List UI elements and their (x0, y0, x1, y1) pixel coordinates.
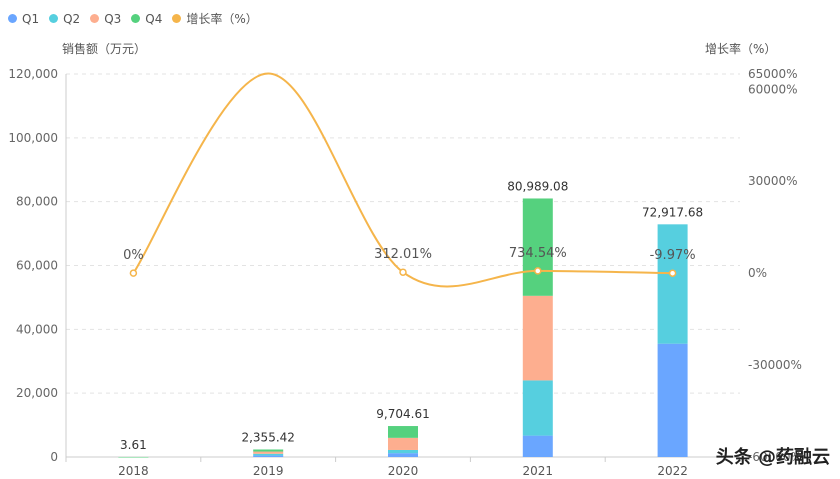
legend-label-q3: Q3 (104, 11, 122, 26)
y-tick-label: 20,000 (16, 386, 58, 400)
bar-segment (522, 295, 553, 381)
bar-segment (388, 437, 418, 450)
growth-label: 0% (123, 248, 144, 263)
legend-item-q3[interactable]: Q3 (90, 12, 121, 26)
y2-tick-label: -60000% (748, 450, 802, 464)
bar-segment (253, 455, 284, 457)
y-tick-label: 60,000 (16, 259, 58, 273)
legend-label-q2: Q2 (63, 11, 81, 26)
bar-segment (388, 453, 418, 457)
bar-segment (522, 198, 553, 296)
bar-segment (522, 380, 553, 436)
growth-point (399, 268, 407, 276)
y2-tick-label: 65000% (748, 67, 798, 81)
growth-label: 312.01% (374, 247, 432, 262)
growth-point (129, 269, 138, 277)
legend-marker-growth (172, 14, 182, 23)
y2-tick-label: 60000% (748, 82, 798, 96)
growth-label: -9.97% (650, 248, 696, 263)
bar-segment (253, 449, 284, 452)
y2-axis-title: 增长率（%） (705, 42, 777, 56)
y-tick-label: 0 (50, 450, 58, 464)
y2-tick-label: 30000% (748, 174, 798, 188)
bar-segment (657, 343, 688, 457)
growth-point (668, 269, 677, 277)
bar-segment (388, 426, 418, 438)
growth-point (534, 267, 542, 275)
legend: Q1 Q2 Q3 Q4 增长率（%） (8, 10, 258, 27)
x-tick-label: 2021 (523, 464, 554, 478)
bar-total-label: 80,989.08 (507, 179, 568, 193)
legend-marker-q1 (8, 14, 17, 23)
y-tick-label: 100,000 (8, 131, 58, 145)
y-tick-label: 120,000 (8, 67, 58, 81)
legend-item-q4[interactable]: Q4 (131, 12, 162, 26)
y-tick-label: 40,000 (16, 322, 58, 336)
bar-segment (522, 435, 553, 457)
bar-segment (388, 449, 418, 454)
legend-item-q1[interactable]: Q1 (8, 12, 39, 26)
bar-segment (657, 224, 688, 344)
bar-total-label: 2,355.42 (241, 430, 294, 444)
x-tick-label: 2019 (253, 464, 284, 478)
bar-total-label: 72,917.68 (642, 205, 703, 219)
watermark: 头条 @药融云 (715, 447, 830, 468)
legend-item-growth[interactable]: 增长率（%） (172, 10, 258, 27)
legend-label-q1: Q1 (22, 11, 40, 26)
y-axis-title: 销售额（万元） (62, 42, 147, 56)
x-tick-label: 2022 (657, 464, 688, 478)
growth-label: 734.54% (509, 246, 567, 261)
legend-label-growth: 增长率（%） (186, 12, 258, 26)
y2-tick-label: 0% (748, 266, 767, 280)
legend-item-q2[interactable]: Q2 (49, 12, 80, 26)
legend-marker-q4 (131, 14, 141, 23)
legend-marker-q3 (90, 14, 100, 23)
bar-segment (253, 451, 284, 454)
bar-segment (253, 453, 284, 456)
legend-marker-q2 (49, 14, 59, 23)
growth-line (132, 72, 673, 288)
x-tick-label: 2020 (388, 464, 419, 478)
bar-total-label: 3.61 (120, 438, 147, 452)
y2-tick-label: -30000% (748, 358, 802, 372)
y-tick-label: 80,000 (16, 195, 58, 209)
bar-segment (118, 456, 149, 458)
legend-label-q4: Q4 (145, 11, 163, 26)
bar-total-label: 9,704.61 (376, 407, 429, 421)
x-tick-label: 2018 (118, 464, 149, 478)
